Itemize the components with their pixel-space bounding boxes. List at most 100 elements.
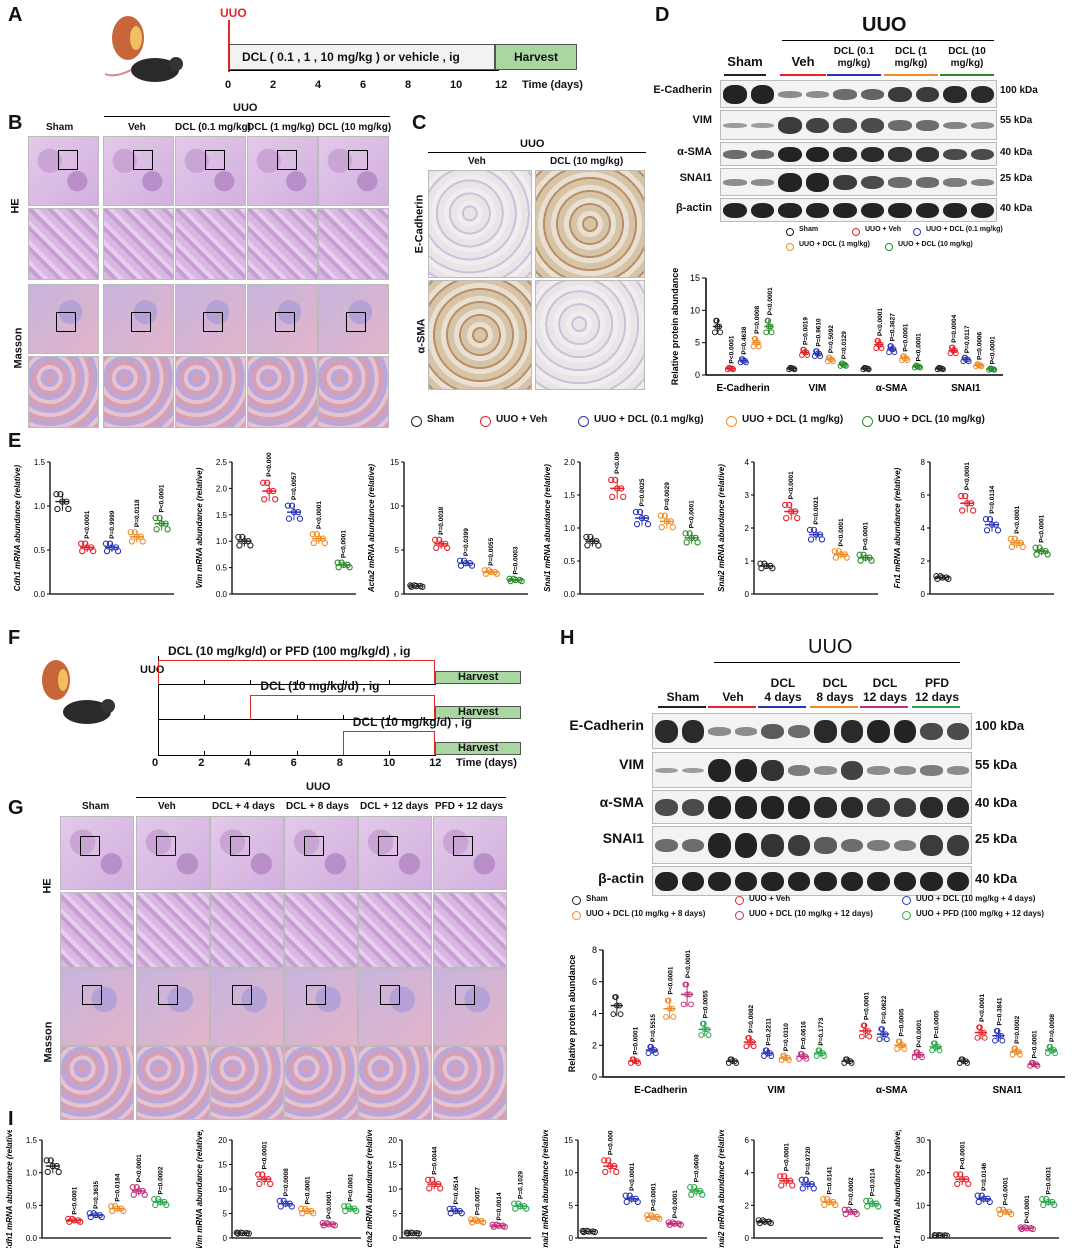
data-point xyxy=(1009,1051,1016,1058)
p-value: P<0.0001 xyxy=(84,510,91,538)
blot-band xyxy=(681,838,704,853)
blot-band xyxy=(787,765,810,776)
data-point xyxy=(768,329,775,336)
data-point xyxy=(501,1223,508,1230)
data-point xyxy=(65,1215,72,1223)
y-tick-label: 1.0 xyxy=(26,1169,38,1178)
y-tick-label: 6 xyxy=(592,977,597,987)
blot-band xyxy=(893,766,916,775)
p-value: P=0.0008 xyxy=(283,1168,290,1196)
data-point xyxy=(900,1042,907,1049)
data-point xyxy=(729,365,736,372)
p-value: P=0.0608 xyxy=(693,1154,700,1182)
timeline-tick-f xyxy=(158,715,159,720)
data-point xyxy=(583,533,590,541)
y-tick-label: 5 xyxy=(569,1201,574,1210)
y-tick-label: 1.0 xyxy=(216,537,228,546)
histology-image-g xyxy=(60,968,134,1046)
data-point xyxy=(298,1205,305,1213)
blot-row-label: SNAI1 xyxy=(602,830,644,846)
data-point xyxy=(276,1197,283,1205)
blot-band xyxy=(840,720,863,743)
data-point xyxy=(239,1229,246,1237)
data-point xyxy=(783,514,790,522)
data-point xyxy=(727,1056,734,1063)
y-axis-label: Fn1 mRNA abundance (relative) xyxy=(893,467,902,588)
data-point xyxy=(601,1157,608,1164)
zoom-box-g xyxy=(80,836,100,856)
data-point xyxy=(595,542,602,549)
data-point xyxy=(86,1210,93,1217)
data-point xyxy=(614,485,621,492)
p-value: P=0.0134 xyxy=(989,485,996,513)
data-point xyxy=(943,1232,950,1239)
data-point xyxy=(1028,1059,1035,1066)
data-point xyxy=(813,1053,820,1059)
data-point xyxy=(669,1005,676,1012)
data-point xyxy=(1030,1061,1037,1068)
group-label-d: Veh xyxy=(791,54,815,69)
data-point xyxy=(876,1036,883,1043)
blot-band xyxy=(867,871,890,892)
zoom-box-g xyxy=(378,836,398,856)
data-point xyxy=(684,991,691,998)
data-point xyxy=(353,1207,360,1215)
data-point xyxy=(618,485,625,492)
column-header-g: PFD + 12 days xyxy=(435,801,504,812)
data-point xyxy=(975,362,982,369)
category-label: VIM xyxy=(808,383,826,394)
data-point xyxy=(680,1001,687,1008)
chart-E2: 0.0 0.5 1.0 1.5 2.0 2.5 Vim mRNA abundance (re… xyxy=(195,452,356,599)
data-point xyxy=(857,557,864,564)
blot-strip xyxy=(652,713,972,749)
time-ticks-f: 0 2 4 6 8 10 12 xyxy=(152,757,482,771)
y-tick-label: 2 xyxy=(921,557,926,566)
data-point xyxy=(135,1187,142,1195)
blot-band xyxy=(805,146,829,163)
tick-a: 4 xyxy=(315,79,322,91)
data-point xyxy=(864,365,871,372)
zoom-box-b xyxy=(348,150,368,170)
data-point xyxy=(487,568,494,576)
p-value: P<0.0001 xyxy=(347,1173,354,1201)
data-point xyxy=(426,1185,433,1192)
data-point xyxy=(481,567,488,574)
data-point xyxy=(864,1203,871,1210)
data-point xyxy=(245,1230,252,1237)
treatment-bracket-f xyxy=(158,660,436,684)
time-label-f: Time (days) xyxy=(456,757,517,769)
data-point xyxy=(701,1026,708,1033)
p-value: P=0.0008 xyxy=(754,305,761,333)
data-point xyxy=(887,343,894,349)
data-point xyxy=(767,323,774,330)
kda-label: 100 kDa xyxy=(1000,85,1038,96)
blot-band xyxy=(893,719,916,744)
data-point xyxy=(984,1195,991,1202)
histology-image-g xyxy=(433,892,507,968)
data-point xyxy=(290,509,298,516)
blot-strip xyxy=(652,752,972,788)
group-underline-d xyxy=(724,74,766,76)
kidney-mouse-illustration-a xyxy=(104,16,183,82)
data-point xyxy=(649,1047,655,1053)
data-point xyxy=(996,1206,1003,1213)
y-tick-label: 2 xyxy=(592,1040,597,1050)
zoom-box-g xyxy=(230,836,250,856)
blot-band xyxy=(723,202,747,219)
blot-band xyxy=(787,834,810,857)
data-point xyxy=(826,354,832,361)
blot-band xyxy=(787,871,810,892)
data-point xyxy=(282,1200,289,1207)
blot-row-label: SNAI1 xyxy=(679,172,712,184)
p-value: P<0.0001 xyxy=(877,308,884,336)
data-point xyxy=(642,514,650,522)
data-point xyxy=(952,350,959,357)
data-point xyxy=(636,508,644,516)
zoom-box-g xyxy=(304,836,324,856)
p-value: P<0.0001 xyxy=(650,1183,657,1211)
data-point xyxy=(57,491,64,498)
histology-image-g xyxy=(210,968,284,1046)
data-point xyxy=(974,1034,981,1041)
data-point xyxy=(763,562,770,570)
data-point xyxy=(609,493,616,500)
